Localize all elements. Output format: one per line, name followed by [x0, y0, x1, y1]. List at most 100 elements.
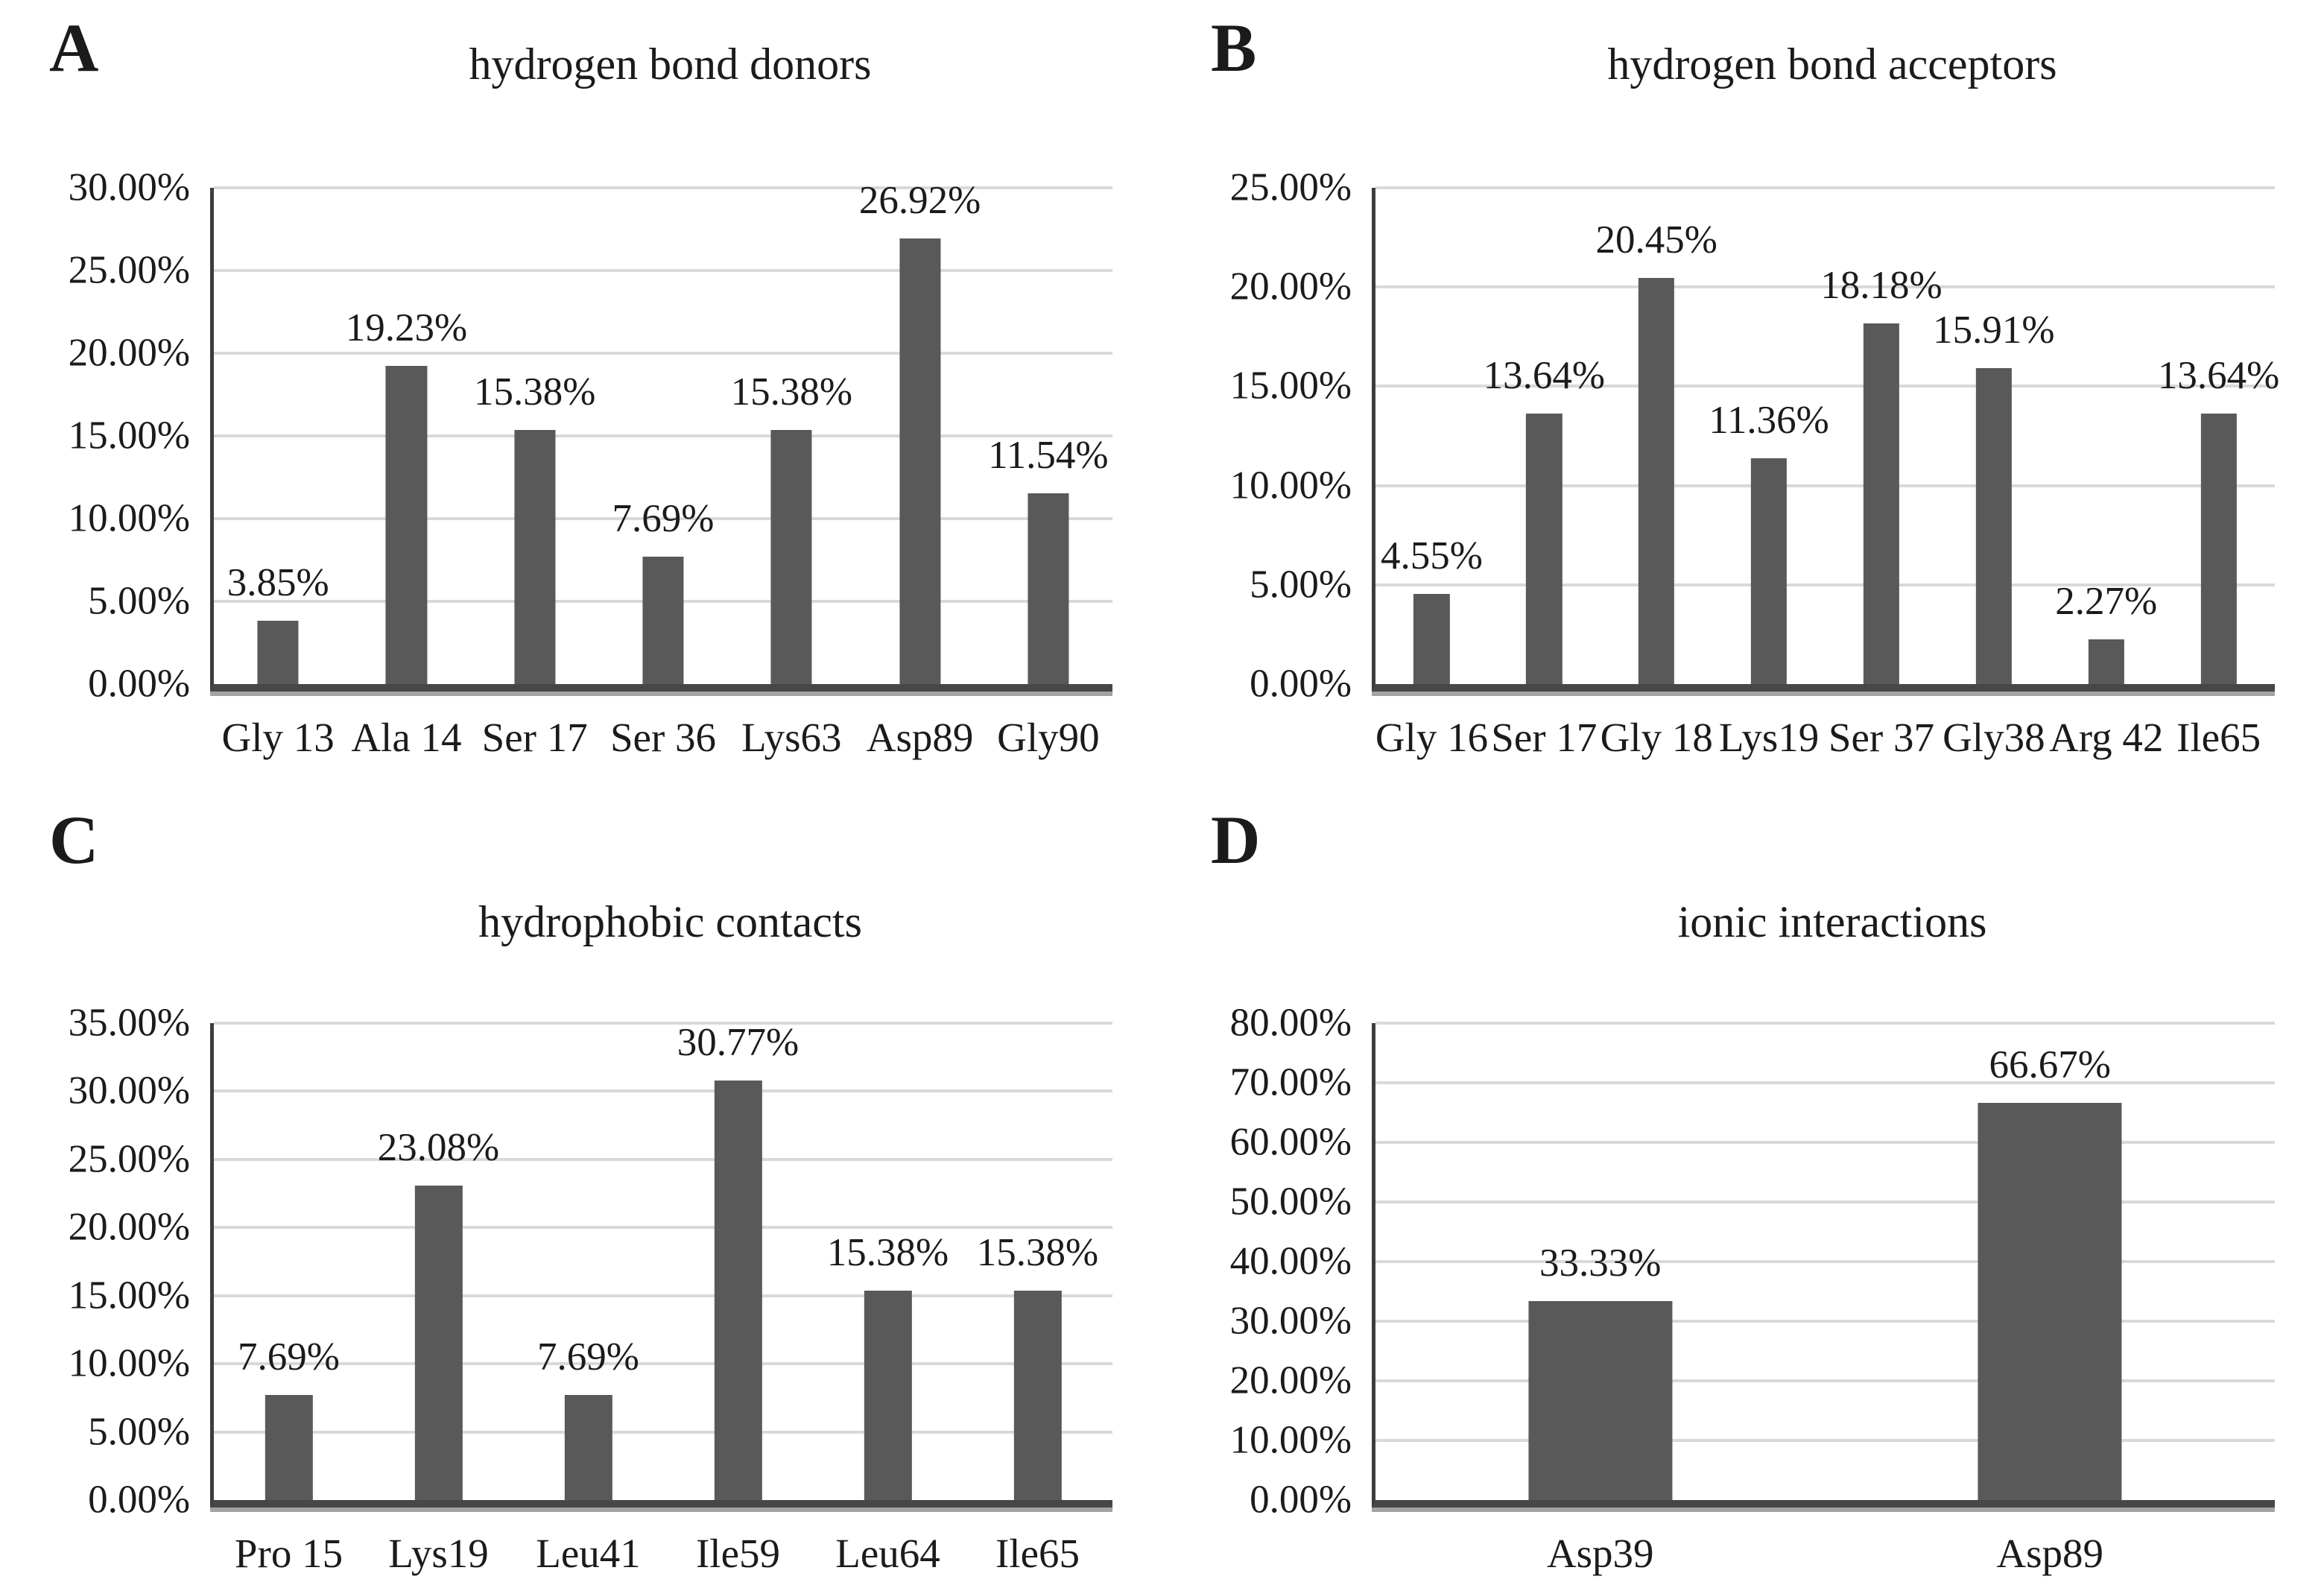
gridline — [1375, 385, 2275, 388]
gridline — [1375, 1022, 2275, 1025]
y-tick-label: 80.00% — [1229, 1001, 1352, 1045]
x-category-label: Lys63 — [741, 715, 842, 760]
y-tick-label: 25.00% — [68, 248, 190, 292]
chart-title-a: hydrogen bond donors — [469, 39, 872, 89]
bar-value-label: 7.69% — [612, 497, 715, 541]
bar-ser17 — [1526, 413, 1562, 684]
panel-letter-a: A — [49, 10, 99, 86]
y-tick-label: 20.00% — [1229, 1358, 1352, 1402]
x-category-label: Ile65 — [995, 1531, 1080, 1576]
panel-letter-c: C — [49, 802, 99, 878]
y-tick-label: 35.00% — [68, 1001, 190, 1045]
y-tick-label: 30.00% — [68, 165, 190, 209]
gridline — [214, 1226, 1112, 1230]
x-category-label: Leu64 — [835, 1531, 940, 1576]
bar-lys63 — [770, 429, 812, 684]
y-tick-label: 30.00% — [1229, 1299, 1352, 1343]
gridline — [1375, 285, 2275, 289]
bar-value-label: 2.27% — [2055, 579, 2158, 623]
x-category-label: Asp89 — [1996, 1531, 2104, 1576]
bar-value-label: 4.55% — [1380, 534, 1483, 578]
bar-value-label: 66.67% — [1989, 1043, 2111, 1086]
bar-leu41 — [564, 1395, 612, 1500]
gridline — [214, 1157, 1112, 1161]
panel-letter-b: B — [1211, 10, 1257, 86]
x-category-label: Lys19 — [388, 1531, 489, 1576]
x-category-label: Lys19 — [1718, 715, 1820, 760]
y-tick-label: 5.00% — [88, 1410, 190, 1454]
y-tick-label: 10.00% — [68, 496, 190, 540]
bar-ile65 — [2200, 413, 2237, 684]
bar-value-label: 15.38% — [826, 1230, 949, 1274]
bar-value-label: 18.18% — [1820, 263, 1943, 307]
bar-value-label: 15.38% — [976, 1230, 1099, 1274]
bar-arg42 — [2088, 639, 2124, 684]
x-category-label: Ile59 — [695, 1531, 781, 1576]
gridline — [1375, 1379, 2275, 1382]
y-tick-label: 10.00% — [68, 1341, 190, 1385]
bar-ile59 — [714, 1081, 762, 1500]
gridline — [214, 1294, 1112, 1297]
gridline — [214, 1362, 1112, 1366]
x-category-label: Ile65 — [2176, 715, 2261, 760]
gridline — [1375, 583, 2275, 586]
x-category-label: Ser 36 — [610, 715, 717, 760]
x-category-label: Asp89 — [866, 715, 974, 760]
x-category-label: Pro 15 — [234, 1531, 343, 1576]
y-tick-label: 20.00% — [68, 331, 190, 375]
panel-letter-d: D — [1211, 802, 1261, 878]
bar-value-label: 19.23% — [345, 306, 468, 350]
bar-value-label: 3.85% — [227, 560, 329, 604]
gridline — [1375, 1081, 2275, 1084]
gridline — [214, 269, 1112, 272]
x-category-label: Ser 17 — [1491, 715, 1598, 760]
gridline — [214, 1022, 1112, 1025]
bar-ala14 — [385, 366, 427, 684]
gridline — [1375, 1260, 2275, 1263]
bar-gly38 — [1975, 368, 2012, 684]
x-category-label: Gly 16 — [1375, 715, 1489, 760]
gridline — [1375, 484, 2275, 487]
bar-value-label: 7.69% — [537, 1335, 639, 1379]
y-tick-label: 20.00% — [1229, 265, 1352, 309]
x-category-label: Gly 18 — [1600, 715, 1713, 760]
bar-ser17 — [514, 429, 556, 684]
bar-value-label: 13.64% — [2157, 353, 2280, 397]
bar-gly13 — [257, 620, 299, 684]
y-tick-label: 15.00% — [68, 414, 190, 458]
x-category-label: Ser 17 — [481, 715, 588, 760]
gridline — [214, 1089, 1112, 1093]
y-tick-label: 5.00% — [88, 579, 190, 623]
x-category-label: Asp39 — [1546, 1531, 1654, 1576]
y-tick-label: 0.00% — [88, 662, 190, 706]
bar-value-label: 15.91% — [1933, 309, 2055, 352]
bar-asp89 — [899, 238, 941, 684]
y-tick-label: 5.00% — [1250, 563, 1352, 607]
bar-lys19 — [1750, 458, 1788, 684]
gridline — [1375, 1439, 2275, 1442]
bar-ile65 — [1013, 1290, 1062, 1500]
bar-value-label: 11.54% — [988, 433, 1109, 477]
bar-value-label: 20.45% — [1595, 218, 1717, 262]
bar-gly16 — [1413, 593, 1450, 684]
bar-value-label: 23.08% — [377, 1125, 500, 1169]
y-tick-label: 0.00% — [1250, 1478, 1352, 1522]
gridline — [1375, 186, 2275, 189]
bar-leu64 — [864, 1290, 912, 1500]
x-category-label: Gly90 — [997, 715, 1100, 760]
bar-value-label: 33.33% — [1539, 1241, 1662, 1285]
bar-lys19 — [414, 1185, 463, 1500]
y-tick-label: 70.00% — [1229, 1060, 1352, 1104]
y-tick-label: 15.00% — [1229, 364, 1352, 408]
y-tick-label: 10.00% — [1229, 464, 1352, 507]
y-tick-label: 30.00% — [68, 1069, 190, 1113]
x-category-label: Leu41 — [536, 1531, 641, 1576]
panel-a-hydrogen-bond-donors: A hydrogen bond donors 0.00% 5.00% 10.00% 1… — [0, 0, 1162, 792]
y-tick-label: 60.00% — [1229, 1120, 1352, 1164]
y-tick-label: 20.00% — [68, 1205, 190, 1249]
bar-gly90 — [1028, 493, 1069, 684]
x-category-label: Gly38 — [1943, 715, 2045, 760]
y-tick-label: 0.00% — [88, 1478, 190, 1522]
plot-area-a: 0.00% 5.00% 10.00% 15.00% 20.00% 25.00% 30.00%… — [69, 168, 1112, 758]
